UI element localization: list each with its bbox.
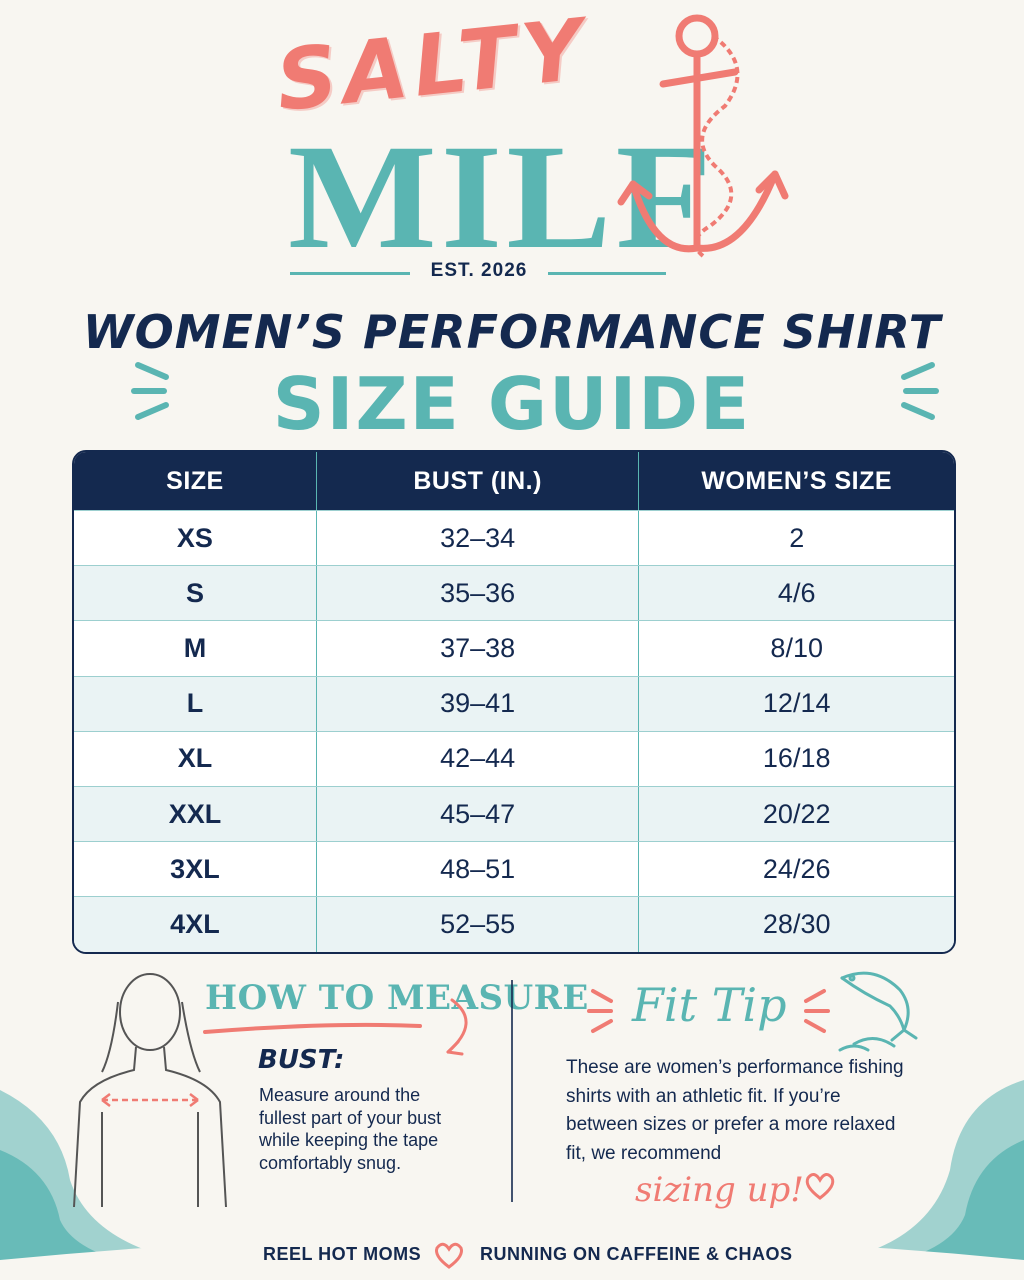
fit-tip-title: Fit Tip bbox=[632, 978, 787, 1032]
curved-arrow-icon bbox=[203, 998, 468, 1056]
table-row: 4XL 52–55 28/30 bbox=[74, 896, 954, 952]
established-text: EST. 2026 bbox=[430, 260, 528, 281]
size-cell: L bbox=[74, 676, 317, 731]
womens-size-cell: 8/10 bbox=[770, 632, 823, 663]
ocean-waves-decoration bbox=[0, 1080, 1024, 1280]
anchor-icon bbox=[617, 14, 789, 258]
table-row: S 35–36 4/6 bbox=[74, 565, 954, 621]
size-cell: XXL bbox=[74, 786, 317, 842]
bust-label: BUST: bbox=[258, 1045, 345, 1075]
logo-salty-text: SALTY bbox=[271, 0, 594, 130]
bust-cell: 45–47 bbox=[317, 786, 640, 842]
womens-size-cell: 20/22 bbox=[762, 798, 831, 829]
size-cell: M bbox=[74, 621, 317, 676]
bust-cell: 42–44 bbox=[317, 731, 640, 786]
bust-cell: 32–34 bbox=[317, 511, 640, 566]
bust-cell: 48–51 bbox=[317, 842, 640, 897]
womens-size-cell: 2 bbox=[789, 522, 805, 553]
est-divider-left bbox=[290, 272, 410, 275]
table-row: XS 32–34 2 bbox=[74, 510, 954, 566]
table-row: 3XL 48–51 24/26 bbox=[74, 841, 954, 897]
burst-lines-icon bbox=[804, 989, 830, 1033]
heart-icon bbox=[435, 1242, 463, 1269]
header-bust: BUST (IN.) bbox=[317, 452, 640, 510]
fish-icon bbox=[838, 971, 918, 1052]
table-row: XL 42–44 16/18 bbox=[74, 730, 954, 786]
size-cell: 3XL bbox=[74, 842, 317, 897]
page-title: SIZE GUIDE bbox=[272, 362, 752, 446]
table-row: XXL 45–47 20/22 bbox=[74, 785, 954, 842]
how-to-measure-title: HOW TO MEASURE bbox=[205, 978, 589, 1018]
womens-size-cell: 24/26 bbox=[762, 853, 831, 884]
size-cell: XS bbox=[74, 511, 317, 566]
header-size: SIZE bbox=[74, 452, 317, 510]
size-cell: XL bbox=[74, 731, 317, 786]
heart-icon bbox=[805, 1173, 835, 1200]
bust-cell: 35–36 bbox=[317, 566, 640, 621]
size-table: SIZE BUST (IN.) WOMEN’S SIZE XS 32–34 2 … bbox=[72, 450, 956, 954]
footer-tagline-left: REEL HOT MOMS bbox=[263, 1244, 422, 1264]
page-subtitle: WOMEN’S PERFORMANCE SHIRT bbox=[82, 305, 942, 359]
bust-instructions: Measure around the fullest part of your … bbox=[259, 1085, 442, 1173]
bust-cell: 52–55 bbox=[317, 897, 640, 952]
logo-milf-text: MILF bbox=[288, 114, 717, 280]
burst-lines-icon bbox=[131, 362, 169, 420]
burst-lines-icon bbox=[901, 362, 939, 420]
fit-tip-text: These are women’s performance fishing sh… bbox=[566, 1057, 904, 1164]
sizing-up-text: sizing up! bbox=[635, 1170, 804, 1210]
womens-size-cell: 28/30 bbox=[762, 908, 831, 939]
est-divider-right bbox=[548, 272, 666, 275]
womens-size-cell: 4/6 bbox=[777, 577, 816, 608]
bust-cell: 39–41 bbox=[317, 676, 640, 731]
table-row: M 37–38 8/10 bbox=[74, 620, 954, 676]
footer-tagline-right: RUNNING ON CAFFEINE & CHAOS bbox=[480, 1244, 793, 1264]
brand-logo: SALTY MILF EST. 2026 bbox=[260, 0, 800, 290]
size-cell: 4XL bbox=[74, 897, 317, 952]
table-header-row: SIZE BUST (IN.) WOMEN’S SIZE bbox=[74, 452, 954, 510]
womens-size-cell: 16/18 bbox=[762, 743, 831, 774]
burst-lines-icon bbox=[587, 989, 613, 1033]
header-womens-size: WOMEN’S SIZE bbox=[701, 466, 893, 495]
table-row: L 39–41 12/14 bbox=[74, 675, 954, 731]
body-outline-illustration bbox=[73, 973, 227, 1207]
size-cell: S bbox=[74, 566, 317, 621]
womens-size-cell: 12/14 bbox=[762, 688, 831, 719]
panel-divider bbox=[511, 980, 513, 1202]
bust-cell: 37–38 bbox=[317, 621, 640, 676]
